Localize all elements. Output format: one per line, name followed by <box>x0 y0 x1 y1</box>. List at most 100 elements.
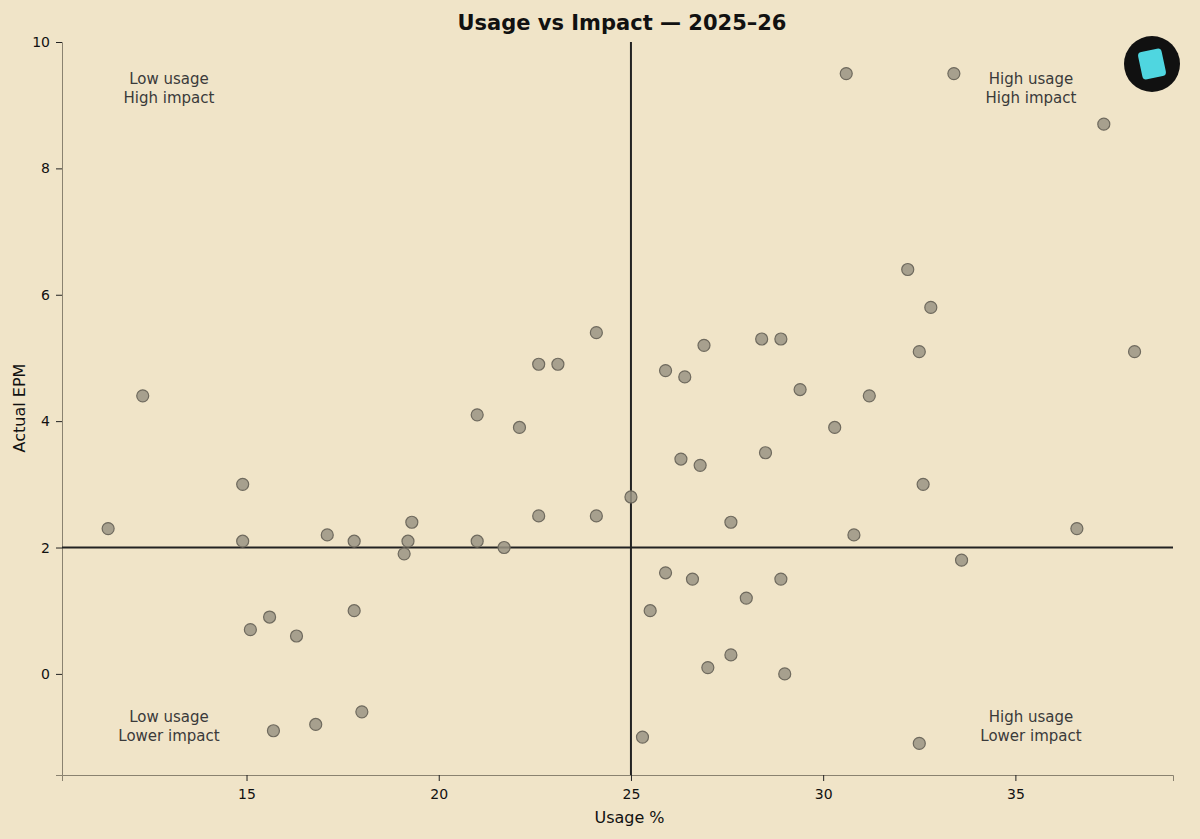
background <box>0 0 1200 839</box>
point <box>760 447 772 459</box>
tick-mark <box>823 775 824 781</box>
point <box>498 542 510 554</box>
point <box>756 333 768 345</box>
tick: 30 <box>815 775 833 802</box>
tick-label: 0 <box>41 666 50 682</box>
point <box>398 548 410 560</box>
point <box>725 516 737 528</box>
point <box>590 510 602 522</box>
point <box>406 516 418 528</box>
quadrant-label: High usageLower impact <box>980 708 1081 745</box>
point <box>513 421 525 433</box>
point <box>660 365 672 377</box>
tick-mark <box>439 775 440 781</box>
point <box>913 346 925 358</box>
tick: 10 <box>32 34 62 50</box>
tick: 2 <box>41 539 62 555</box>
point <box>356 706 368 718</box>
point <box>725 649 737 661</box>
point <box>552 358 564 370</box>
plot-area <box>62 42 1173 775</box>
tick-label: 25 <box>623 786 641 802</box>
tick-mark <box>56 168 62 169</box>
tick-label: 20 <box>430 786 448 802</box>
point <box>625 491 637 503</box>
point <box>244 624 256 636</box>
tick-mark <box>56 42 62 43</box>
point <box>590 327 602 339</box>
tick-mark <box>56 674 62 675</box>
tick: 4 <box>41 413 62 429</box>
tick-mark <box>247 775 248 781</box>
point <box>264 611 276 623</box>
point <box>237 478 249 490</box>
tick: 35 <box>1007 775 1025 802</box>
point <box>913 737 925 749</box>
quadrant-label: High usageHigh impact <box>986 70 1077 107</box>
point <box>675 453 687 465</box>
point <box>917 478 929 490</box>
tick: 15 <box>238 775 256 802</box>
tick: 8 <box>41 160 62 176</box>
point <box>348 535 360 547</box>
y-axis-title: Actual EPM <box>10 364 29 453</box>
title: Usage vs Impact — 2025–26 <box>458 11 787 35</box>
point <box>471 409 483 421</box>
point <box>775 333 787 345</box>
point <box>779 668 791 680</box>
point <box>644 605 656 617</box>
point <box>321 529 333 541</box>
point <box>740 592 752 604</box>
point <box>1071 523 1083 535</box>
tick: 20 <box>430 775 448 802</box>
reference-line-x <box>630 42 632 775</box>
point <box>660 567 672 579</box>
tick: 25 <box>623 775 641 802</box>
point <box>702 662 714 674</box>
tick-mark <box>631 775 632 781</box>
reference-line-y <box>62 547 1173 549</box>
tick: 6 <box>41 287 62 303</box>
tick-label: 2 <box>41 539 50 555</box>
point <box>471 535 483 547</box>
logo <box>1124 36 1180 92</box>
axis-line <box>63 776 1174 782</box>
tick-label: 35 <box>1007 786 1025 802</box>
tick-label: 4 <box>41 413 50 429</box>
point <box>636 731 648 743</box>
quadrant-label: Low usageHigh impact <box>124 70 215 107</box>
point <box>237 535 249 547</box>
tick-mark <box>56 548 62 549</box>
tick-label: 10 <box>32 34 50 50</box>
point <box>291 630 303 642</box>
x-axis: 15 20 25 30 35 <box>63 775 1174 802</box>
quadrant-label: Low usageLower impact <box>118 708 219 745</box>
tick-mark <box>56 295 62 296</box>
point <box>829 421 841 433</box>
point <box>402 535 414 547</box>
point <box>902 263 914 275</box>
tick-label: 30 <box>815 786 833 802</box>
point <box>533 358 545 370</box>
point <box>925 301 937 313</box>
tick-mark <box>1015 775 1016 781</box>
tick-label: 6 <box>41 287 50 303</box>
point <box>840 68 852 80</box>
point <box>137 390 149 402</box>
point <box>863 390 875 402</box>
chart: 15 20 25 30 35 0 2 4 6 8 10 Low usageHigh impact Hig… <box>0 0 1200 839</box>
point <box>848 529 860 541</box>
point <box>533 510 545 522</box>
point <box>775 573 787 585</box>
point <box>1129 346 1141 358</box>
tick-mark <box>56 421 62 422</box>
tick: 0 <box>41 666 62 682</box>
point <box>948 68 960 80</box>
point <box>794 384 806 396</box>
point <box>348 605 360 617</box>
point <box>310 718 322 730</box>
point <box>267 725 279 737</box>
tick-label: 8 <box>41 160 50 176</box>
point <box>102 523 114 535</box>
tick-label: 15 <box>238 786 256 802</box>
